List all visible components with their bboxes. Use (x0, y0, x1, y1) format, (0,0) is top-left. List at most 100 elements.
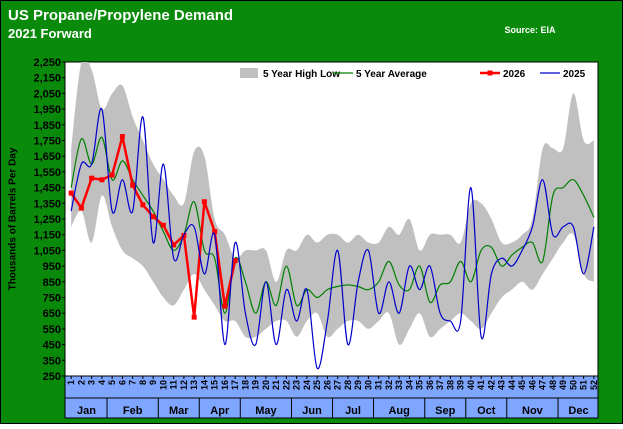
chart-subtitle: 2021 Forward (8, 26, 92, 41)
x-tick-label: 27 (333, 380, 343, 390)
x-tick-label: 39 (456, 380, 466, 390)
x-tick-label: 34 (404, 380, 414, 390)
x-tick-label: 49 (558, 380, 568, 390)
y-tick-label: 350 (43, 355, 61, 367)
x-tick-label: 35 (415, 380, 425, 390)
x-tick-label: 38 (445, 380, 455, 390)
point-marker (171, 242, 177, 248)
x-tick-label: 36 (425, 380, 435, 390)
x-tick-label: 4 (97, 380, 107, 385)
series-line (70, 108, 595, 370)
x-tick-label: 44 (507, 380, 517, 390)
x-axis-area (64, 375, 599, 419)
x-tick-label: 28 (343, 380, 353, 390)
x-tick-label: 47 (538, 380, 548, 390)
x-tick-label: 11 (169, 380, 179, 390)
month-label: Mar (169, 405, 189, 417)
y-tick-label: 2,050 (33, 88, 61, 100)
month-label: Nov (522, 405, 544, 417)
point-marker (78, 205, 84, 211)
x-tick-label: 31 (374, 380, 384, 390)
x-tick-label: 52 (589, 380, 599, 390)
x-tick-label: 45 (517, 380, 527, 390)
legend-label: 2026 (503, 69, 526, 80)
y-tick-label: 1,550 (33, 167, 61, 179)
legend-swatch (240, 68, 258, 78)
y-tick-label: 1,650 (33, 151, 61, 163)
y-tick-label: 250 (43, 371, 61, 383)
legend-label: 5 Year High Low (263, 69, 340, 80)
y-tick-label: 1,950 (33, 104, 61, 116)
x-tick-label: 30 (363, 380, 373, 390)
legend-label: 2025 (563, 69, 586, 80)
x-tick-label: 50 (568, 380, 578, 390)
month-label: Oct (477, 405, 496, 417)
y-tick-label: 1,250 (33, 214, 61, 226)
x-tick-label: 18 (240, 380, 250, 390)
x-tick-label: 14 (199, 380, 209, 390)
point-marker (130, 182, 136, 188)
x-tick-label: 41 (476, 380, 486, 390)
point-marker (201, 199, 207, 205)
y-tick-label: 750 (43, 293, 61, 305)
point-marker (150, 214, 156, 220)
x-tick-label: 7 (128, 380, 138, 385)
x-tick-label: 17 (230, 380, 240, 390)
x-tick-label: 43 (497, 380, 507, 390)
point-marker (212, 229, 218, 235)
point-marker (160, 222, 166, 228)
y-tick-label: 2,250 (33, 57, 61, 69)
y-tick-label: 1,750 (33, 136, 61, 148)
x-tick-label: 26 (322, 380, 332, 390)
x-tick-label: 13 (189, 380, 199, 390)
month-label: May (255, 405, 277, 417)
y-tick-label: 1,850 (33, 120, 61, 132)
legend-marker (487, 70, 493, 76)
x-tick-label: 40 (466, 380, 476, 390)
x-tick-label: 48 (548, 380, 558, 390)
series-group (68, 62, 595, 370)
chart-title: US Propane/Propylene Demand (8, 7, 233, 24)
high-low-band (71, 62, 594, 345)
month-label: Feb (123, 405, 143, 417)
point-marker (68, 190, 74, 196)
y-tick-label: 2,150 (33, 73, 61, 85)
y-tick-label: 1,450 (33, 183, 61, 195)
month-label: Dec (568, 405, 588, 417)
point-marker (191, 314, 197, 320)
legend-label: 5 Year Average (356, 69, 427, 80)
point-marker (99, 177, 105, 183)
x-tick-label: 10 (158, 380, 168, 390)
x-tick-label: 24 (302, 380, 312, 390)
x-tick-label: 23 (292, 380, 302, 390)
x-tick-label: 19 (251, 380, 261, 390)
point-marker (232, 258, 238, 264)
x-tick-label: 21 (271, 380, 281, 390)
month-label: Apr (210, 405, 230, 417)
point-marker (119, 134, 125, 140)
month-label: Aug (388, 405, 409, 417)
x-tick-label: 3 (87, 380, 97, 385)
month-label: Jun (302, 405, 322, 417)
y-tick-label: 650 (43, 308, 61, 320)
x-tick-label: 42 (486, 380, 496, 390)
x-tick-label: 20 (261, 380, 271, 390)
month-label: Sep (435, 405, 455, 417)
x-tick-label: 46 (527, 380, 537, 390)
y-tick-label: 950 (43, 261, 61, 273)
x-tick-label: 1 (66, 380, 76, 385)
x-tick-label: 9 (148, 380, 158, 385)
x-tick-label: 8 (138, 380, 148, 385)
y-tick-label: 1,050 (33, 245, 61, 257)
y-tick-label: 1,150 (33, 230, 61, 242)
x-tick-label: 16 (220, 380, 230, 390)
x-tick-label: 25 (312, 380, 322, 390)
point-marker (222, 303, 228, 309)
month-label: Jul (345, 405, 361, 417)
point-marker (109, 172, 115, 178)
x-tick-label: 33 (394, 380, 404, 390)
x-tick-label: 32 (384, 380, 394, 390)
point-marker (89, 175, 95, 181)
x-tick-label: 2 (76, 380, 86, 385)
